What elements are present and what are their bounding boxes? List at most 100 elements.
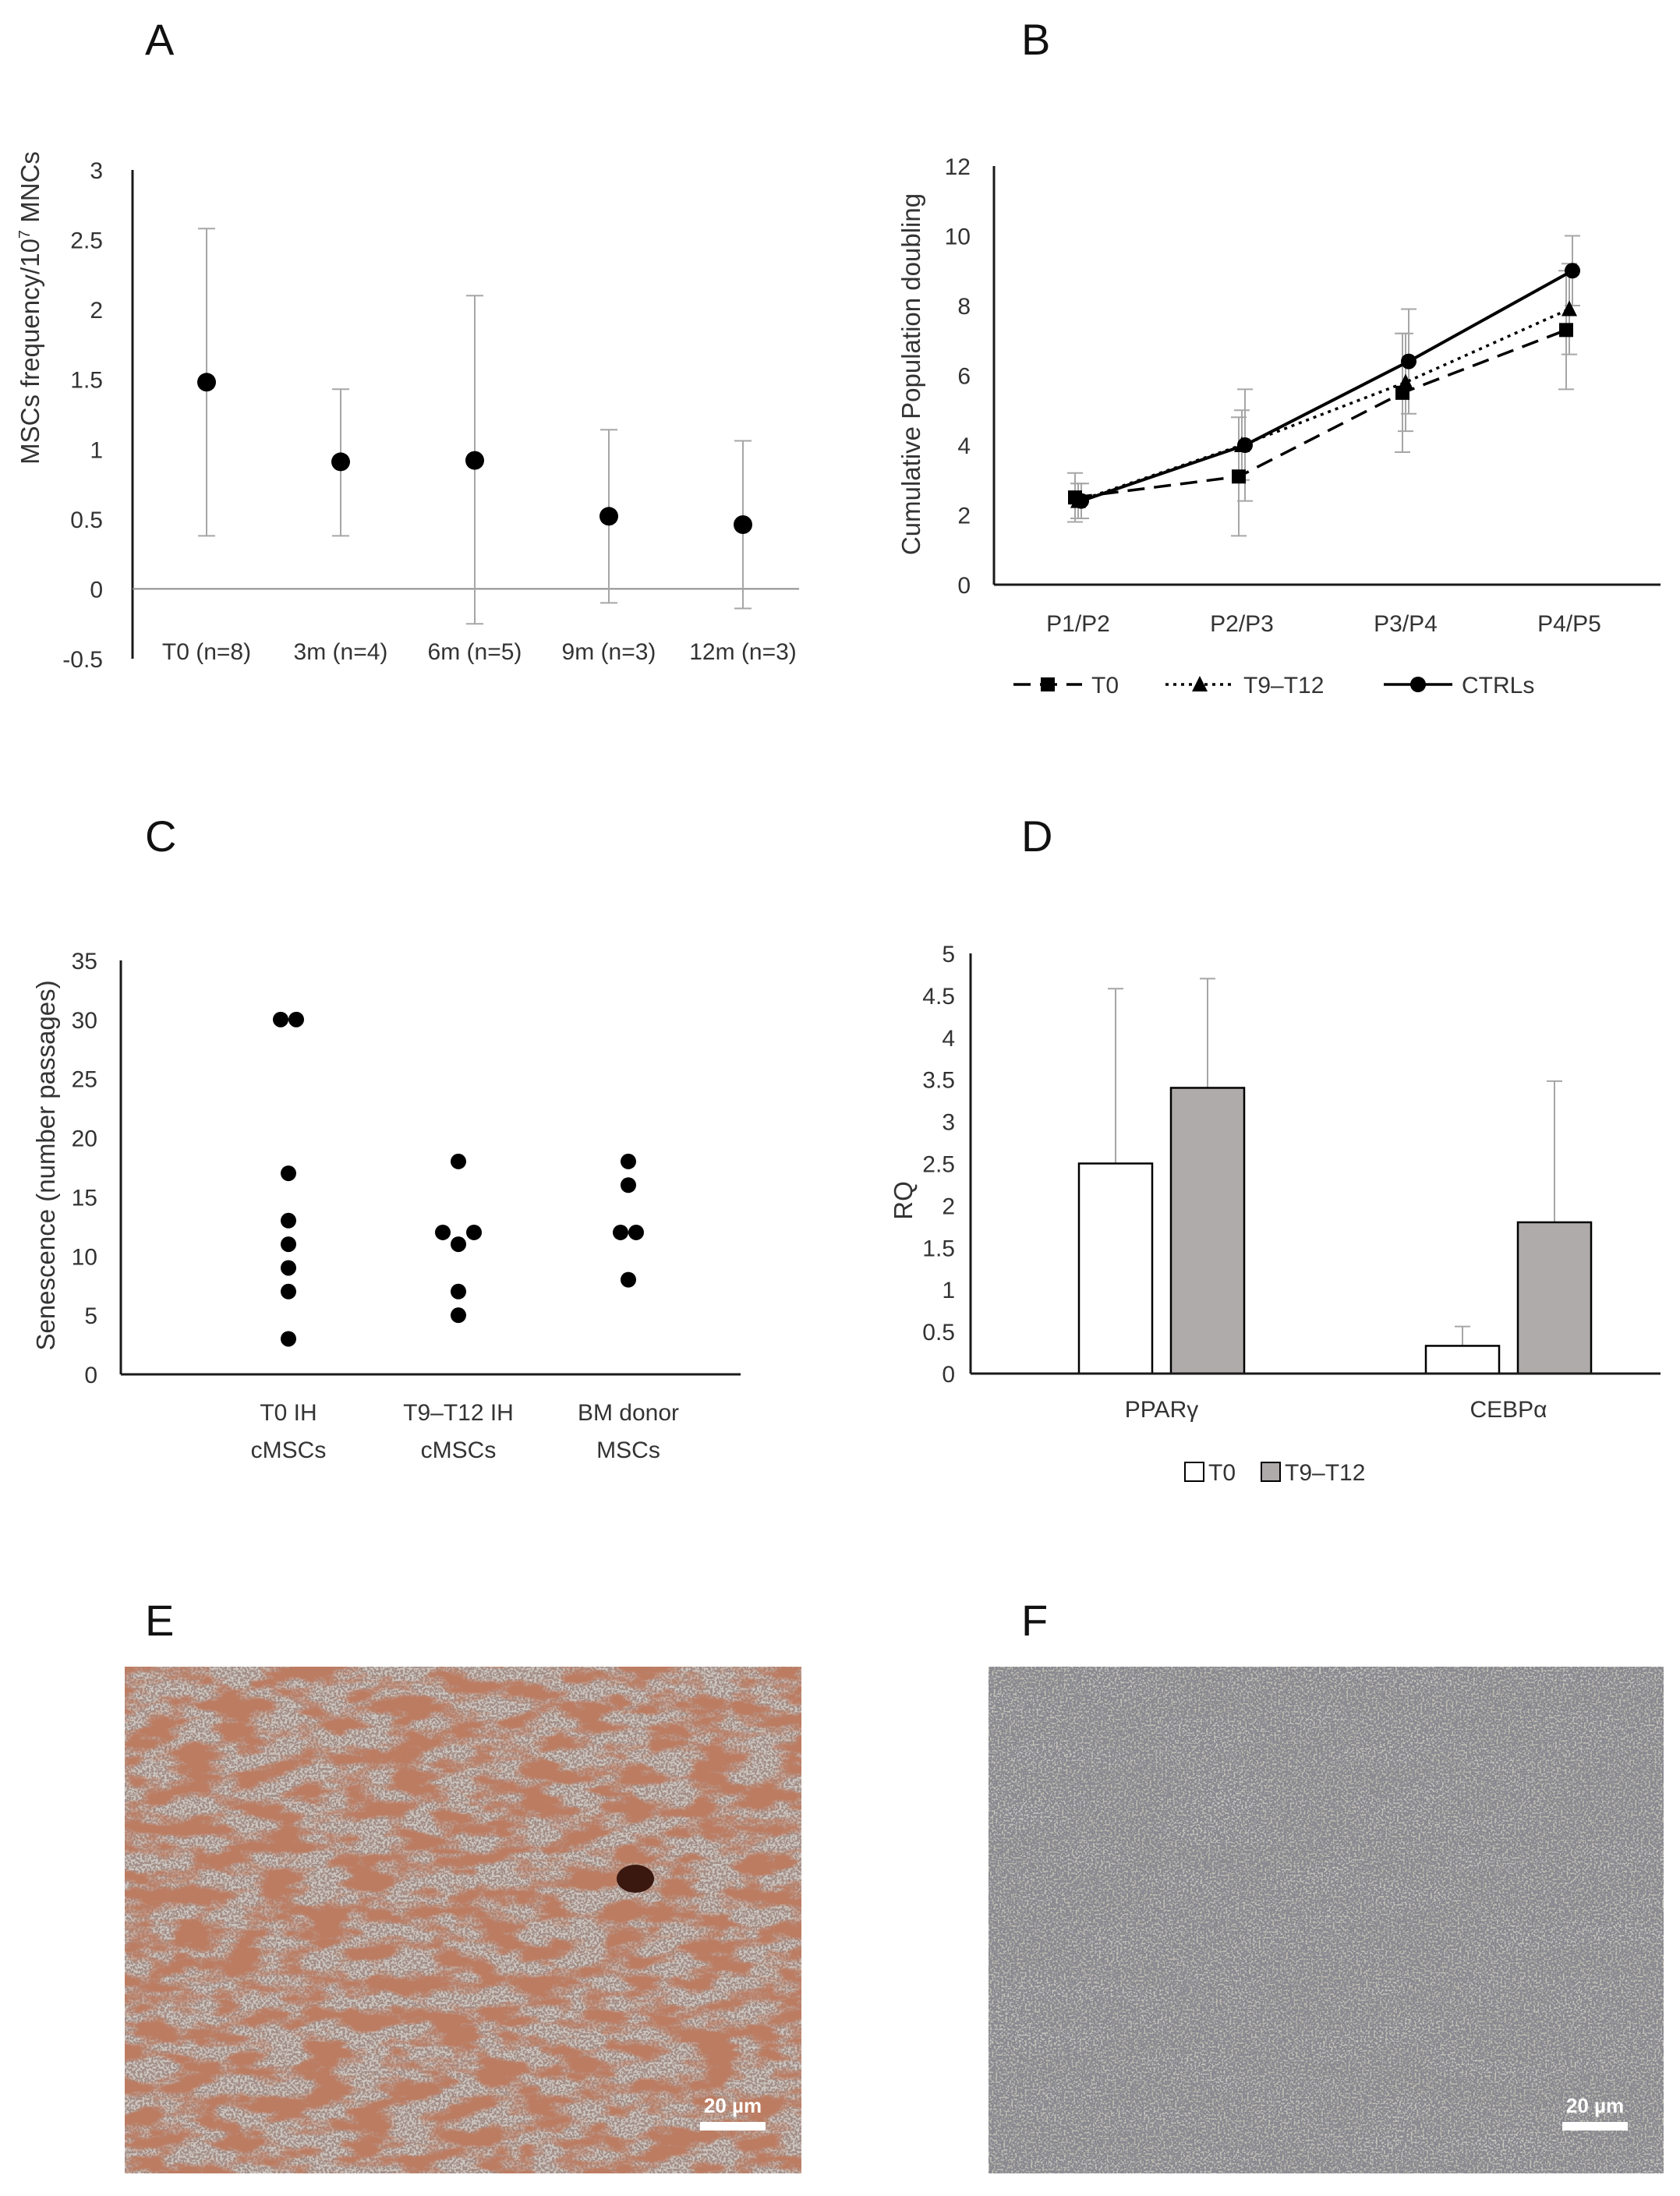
panel-d-chart: RQ 5 4.5 4 3.5 3 2.5 2 1.5 1 0.5 0 PPARγ CEBPα T0 T9–T… [889,942,1661,1486]
panel-a-x-tick-label: 12m (n=3) [689,639,797,665]
panel-c-data-point [451,1283,466,1300]
panel-d-y-tick-label: 4 [942,1026,955,1052]
panel-a-y-tick-label: 1 [90,437,103,463]
panel-b-series-line [1081,269,1573,503]
panel-b-series-marker [1073,493,1089,509]
panel-d-legend-swatch [1184,1462,1204,1482]
panel-c-data-point [451,1153,466,1169]
panel-d-y-tick-label: 2.5 [922,1152,955,1178]
panel-f-micrograph: 20 µm [989,1667,1664,2173]
panel-letter-c: C [145,812,176,861]
panel-b-y-tick-label: 4 [957,433,971,459]
panel-b-y-tick-label: 2 [957,504,971,529]
panel-c-y-tick-label: 10 [72,1244,97,1270]
panel-e-dark-cluster [617,1865,654,1893]
panel-letter-e: E [145,1596,174,1645]
panel-d-y-tick-label: 5 [942,942,955,967]
panel-e-micrograph: 20 µm [125,1667,801,2173]
panel-b-chart: Cumulative Population doubling 12 10 8 6 4 2 0… [897,154,1661,698]
panel-d-y-axis-title: RQ [889,1181,918,1220]
panel-d-y-tick-label: 3.5 [922,1068,955,1094]
panel-c-y-axis-title: Senescence (number passages) [31,980,60,1350]
panel-b-legend-marker [1410,677,1426,692]
panel-b-series-marker [1565,263,1580,279]
panel-a-y-tick-label: -0.5 [62,647,103,673]
panel-a-y-tick-label: 3 [90,158,103,184]
panel-d-bar [1424,1345,1501,1375]
panel-c-data-point [281,1236,296,1253]
panel-b-series-marker [1401,353,1417,370]
panel-c-data-point [621,1153,636,1169]
panel-c-data-point [273,1011,288,1027]
panel-c-data-point [435,1224,451,1240]
panel-d-legend-label: T9–T12 [1285,1460,1365,1486]
panel-c-x-tick-label: T9–T12 IH [403,1400,514,1426]
panel-c-data-point [281,1331,296,1347]
panel-c-data-point [281,1165,296,1182]
panel-c-y-tick-label: 0 [84,1363,97,1388]
panel-a-y-tick-label: 2.5 [70,228,103,254]
panel-c-x-tick-label: cMSCs [251,1437,327,1463]
panel-c-data-point [281,1260,296,1276]
panel-c-y-tick-label: 20 [72,1126,97,1152]
panel-a-x-tick-label: T0 (n=8) [162,639,251,665]
panel-b-y-tick-label: 6 [957,364,971,390]
panel-c-data-point [613,1224,628,1240]
panel-a-y-axis-title: MSCs frequency/107 MNCs [16,151,44,465]
panel-c-y-tick-label: 25 [72,1067,97,1093]
panel-c-x-tick-label: T0 IH [260,1400,317,1426]
panel-letter-b: B [1021,15,1050,64]
panel-b-legend-label: T9–T12 [1243,673,1324,698]
panel-e-stain-deposits [125,1667,801,2173]
panel-a-data-point [331,452,350,472]
panel-b-x-tick-label: P1/P2 [1046,611,1110,637]
panel-d-bar [1516,1221,1593,1375]
panel-b-y-tick-label: 8 [957,294,971,320]
panel-c-data-point [288,1011,304,1027]
panel-c-data-point [281,1212,296,1229]
panel-b-y-tick-label: 10 [945,225,971,250]
panel-b-legend-label: CTRLs [1462,673,1534,698]
panel-a-y-tick-label: 2 [90,298,103,324]
panel-b-series-marker [1232,469,1246,484]
panel-c-x-tick-label: BM donor [578,1400,679,1426]
panel-b-x-tick-label: P2/P3 [1210,611,1274,637]
panel-c-y-tick-label: 15 [72,1185,97,1211]
panel-c-y-tick-label: 5 [84,1303,97,1329]
panel-a-data-point [197,373,216,392]
panel-f-speckles [989,1667,1664,2173]
panel-c-data-point [451,1236,466,1253]
panel-a-y-tick-label: 0.5 [70,507,103,533]
panel-c-data-point [281,1283,296,1300]
panel-f-scale-label: 20 µm [1566,2094,1624,2117]
panel-letter-a: A [145,15,175,64]
panel-c-y-tick-label: 35 [72,949,97,974]
panel-b-series-line [1074,328,1567,499]
panel-letter-d: D [1021,812,1052,861]
panel-b-series-marker [1562,300,1577,316]
panel-b-series-marker [1398,373,1413,390]
panel-a-y-tick-label: 0 [90,577,103,603]
panel-a-data-point [734,515,752,535]
panel-c-data-point [466,1224,482,1240]
panel-d-legend-label: T0 [1208,1460,1236,1486]
panel-c-x-tick-label: cMSCs [421,1437,497,1463]
panel-b-y-tick-label: 0 [957,573,971,599]
panel-a-chart: MSCs frequency/107 MNCs 3 2.5 2 1.5 1 0.5 0 -0.… [16,151,799,673]
panel-d-y-tick-label: 3 [942,1110,955,1136]
panel-d-x-tick-label: CEBPα [1470,1397,1547,1423]
panel-c-data-point [628,1224,644,1240]
panel-a-x-tick-label: 3m (n=4) [294,639,388,665]
panel-b-legend-marker [1192,676,1208,691]
panel-c-data-point [451,1307,466,1324]
panel-f-scale-bar [1562,2122,1628,2131]
panel-d-bar [1169,1087,1246,1375]
panel-b-y-axis-title: Cumulative Population doubling [897,193,925,555]
panel-d-y-tick-label: 1.5 [922,1236,955,1261]
panel-a-x-tick-label: 9m (n=3) [562,639,656,665]
panel-d-y-tick-label: 2 [942,1193,955,1219]
panel-e-scale-bar [700,2122,766,2131]
panel-b-y-tick-label: 12 [945,154,971,180]
panel-d-y-tick-label: 1 [942,1278,955,1303]
